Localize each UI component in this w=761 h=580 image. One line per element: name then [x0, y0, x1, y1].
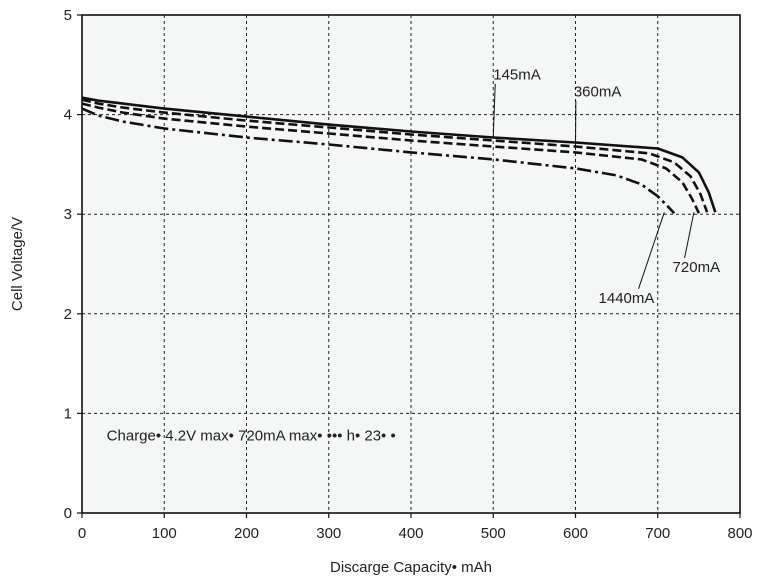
- y-tick-label-0: 0: [64, 505, 72, 522]
- leader-line-145mA: [492, 83, 496, 137]
- leader-line-1440mA: [638, 212, 665, 290]
- y-tick-label-4: 4: [64, 107, 72, 124]
- curve-label-1440mA: 1440mA: [599, 290, 655, 307]
- x-tick-label-500: 500: [481, 525, 506, 542]
- charge-annotation: Charge• 4.2V max• 720mA max• ••• h• 23• …: [107, 427, 396, 444]
- y-axis-label: Cell Voltage/V: [9, 217, 26, 311]
- curve-label-720mA: 720mA: [673, 259, 721, 276]
- y-tick-label-5: 5: [64, 7, 72, 24]
- curve-label-360mA: 360mA: [574, 84, 622, 101]
- series-360mA-line: [81, 98, 709, 213]
- curve-label-145mA: 145mA: [493, 67, 541, 84]
- x-tick-label-400: 400: [398, 525, 423, 542]
- series-145mA-line: [81, 96, 717, 213]
- x-axis-label: Discarge Capacity• mAh: [330, 559, 492, 576]
- x-tick-label-700: 700: [645, 525, 670, 542]
- y-tick-label-3: 3: [64, 206, 72, 223]
- series-720mA-line: [81, 102, 701, 214]
- x-tick-label-0: 0: [78, 525, 86, 542]
- x-tick-label-100: 100: [152, 525, 177, 542]
- curve-labels: 145mA 360mA 720mA 1440mA: [492, 67, 721, 307]
- x-tick-label-300: 300: [316, 525, 341, 542]
- ticks: 0 100 200 300 400 500 600 700 800 0 1 2 3 4 5: [64, 7, 753, 542]
- series-1440mA-line: [81, 107, 676, 215]
- curves: [81, 96, 717, 215]
- x-tick-label-600: 600: [563, 525, 588, 542]
- leader-line-720mA: [684, 212, 695, 259]
- y-tick-label-2: 2: [64, 306, 72, 323]
- x-tick-label-800: 800: [727, 525, 752, 542]
- y-tick-label-1: 1: [64, 405, 72, 422]
- x-tick-label-200: 200: [234, 525, 259, 542]
